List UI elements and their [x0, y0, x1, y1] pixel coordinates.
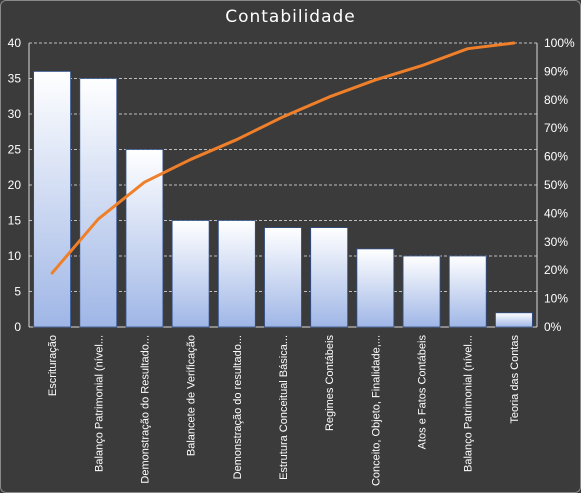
bar	[402, 255, 441, 328]
y-tick-label: 20	[8, 178, 22, 192]
y-tick-label: 25	[8, 143, 22, 157]
bar	[79, 78, 118, 328]
bar	[264, 227, 302, 328]
y2-tick-label: 70%	[544, 121, 568, 135]
bar	[217, 220, 256, 328]
category-label: Balancete de Verificação	[186, 335, 198, 456]
bar	[171, 220, 210, 328]
bar	[448, 255, 487, 328]
y2-tick-label: 20%	[544, 263, 568, 277]
y-tick-label: 40	[8, 36, 22, 50]
bar	[33, 71, 71, 328]
y-tick-label: 5	[14, 285, 21, 299]
category-label: Teoria das Contas	[509, 335, 521, 424]
y-tick-label: 35	[8, 72, 22, 86]
y-tick-label: 0	[14, 320, 21, 334]
bars	[33, 71, 533, 328]
category-label: Demonstração do Resultado...	[139, 335, 151, 484]
y-tick-label: 30	[8, 107, 22, 121]
y-tick-label: 15	[8, 214, 22, 228]
category-label: Conceito, Objeto, Finalidade,...	[370, 335, 382, 486]
tick-labels: 0 5 10 15 20 25 30 35 40 0% 10% 20% 30% 40% 50% 60% 70% 8…	[8, 36, 575, 486]
y2-tick-label: 10%	[544, 292, 568, 306]
y2-tick-label: 50%	[544, 178, 568, 192]
category-label: Regimes Contábeis	[324, 335, 336, 431]
category-label: Escrituração	[47, 335, 59, 396]
category-label: Atos e Fatos Contábeis	[417, 335, 429, 450]
chart-title: Contabilidade	[225, 7, 356, 27]
y2-tick-label: 80%	[544, 93, 568, 107]
y2-tick-label: 40%	[544, 206, 568, 220]
y2-tick-label: 0%	[544, 320, 562, 334]
category-label: Estrutura Conceitual Básica...	[278, 335, 290, 480]
bar	[310, 227, 349, 328]
category-label: Demonstração do resultado...	[232, 335, 244, 479]
bar	[495, 312, 533, 328]
category-label: Balanço Patrimonial (nível...	[463, 335, 475, 472]
bar	[125, 149, 164, 328]
y2-tick-label: 60%	[544, 150, 568, 164]
cumulative-line	[50, 41, 516, 275]
y2-tick-label: 100%	[544, 36, 575, 50]
bar	[356, 248, 395, 328]
y2-tick-label: 30%	[544, 235, 568, 249]
y-tick-label: 10	[8, 249, 22, 263]
y2-tick-label: 90%	[544, 64, 568, 78]
category-label: Balanço Patrimonial (nível...	[93, 335, 105, 472]
